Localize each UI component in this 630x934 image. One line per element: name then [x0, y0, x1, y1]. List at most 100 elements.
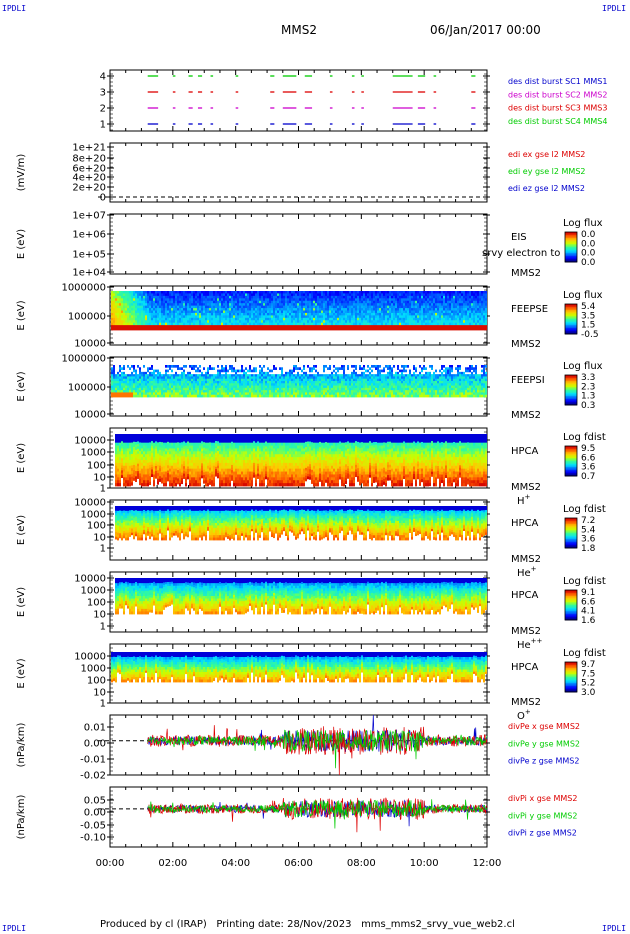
spectrogram-cell [439, 327, 441, 331]
spectrogram-cell [177, 365, 179, 368]
spectrogram-cell [193, 392, 195, 396]
spectrogram-cell [265, 385, 267, 389]
spectrogram-cell [385, 320, 387, 324]
spectrogram-cell [359, 325, 361, 328]
spectrogram-cell [271, 325, 273, 328]
spectrogram-cell [159, 308, 161, 311]
spectrogram-cell [211, 291, 213, 294]
spectrogram-cell [137, 390, 139, 393]
spectrogram-cell [325, 383, 327, 386]
spectrogram-cell [311, 317, 313, 321]
spectrogram-cell [231, 394, 233, 398]
spectrogram-cell [143, 315, 145, 319]
spectrogram-cell [427, 325, 429, 328]
spectrogram-cell [307, 381, 309, 384]
spectrogram-cell [459, 312, 461, 316]
spectrogram-cell [447, 310, 449, 314]
spectrogram-cell [347, 317, 349, 321]
spectrogram-cell [169, 298, 171, 302]
spectrogram-cell [381, 320, 383, 324]
spectrogram-cell [271, 378, 273, 382]
spectrogram-cell [205, 320, 207, 324]
spectrogram-cell [149, 376, 151, 380]
spectrogram-cell [165, 291, 167, 294]
spectrogram-cell [319, 387, 321, 391]
spectrogram-cell [113, 308, 115, 311]
spectrogram-cell [189, 312, 191, 316]
spectrogram-cell [265, 378, 267, 382]
spectrogram-cell [325, 376, 327, 380]
spectrogram-cell [249, 387, 251, 391]
spectrogram-cell [133, 394, 135, 398]
spectrogram-cell [263, 293, 265, 297]
spectrogram-cell [283, 374, 285, 377]
spectrogram-cell [205, 392, 207, 396]
spectrogram-cell [459, 308, 461, 311]
spectrogram-cell [131, 385, 133, 389]
spectrogram-cell [265, 317, 267, 321]
spectrogram-cell [281, 300, 283, 304]
spectrogram-cell [127, 293, 129, 297]
spectrogram-cell [423, 295, 425, 299]
spectrogram-cell [363, 293, 365, 297]
spectrogram-cell [313, 378, 315, 382]
spectrogram-cell [237, 298, 239, 302]
spectrogram-cell [111, 369, 113, 373]
spectrogram-cell [155, 392, 157, 396]
spectrogram-cell [379, 298, 381, 302]
spectrogram-cell [369, 293, 371, 297]
spectrogram-cell [155, 315, 157, 319]
spectrogram-cell [465, 315, 467, 319]
spectrogram-cell [251, 315, 253, 319]
spectrogram-cell [233, 322, 235, 326]
y-tick-label: 8e+20 [72, 154, 106, 165]
spectrogram-cell [349, 327, 351, 331]
spectrogram-cell [183, 322, 185, 326]
spectrogram-cell [263, 365, 265, 368]
spectrogram-cell [307, 390, 309, 393]
spectrogram-cell [197, 317, 199, 321]
spectrogram-cell [431, 325, 433, 328]
spectrogram-cell [411, 295, 413, 299]
spectrogram-cell [483, 305, 485, 309]
spectrogram-cell [161, 390, 163, 393]
spectrogram-cell [399, 300, 401, 304]
spectrogram-cell [337, 385, 339, 389]
spectrogram-cell [325, 327, 327, 331]
colorbar-cell [565, 311, 577, 314]
spectrogram-cell [145, 291, 147, 294]
spectrogram-cell [451, 320, 453, 324]
spectrogram-cell [449, 317, 451, 321]
spectrogram-cell [207, 383, 209, 386]
spectrogram-cell [431, 303, 433, 307]
spectrogram-cell [147, 312, 149, 316]
spectrogram-cell [357, 295, 359, 299]
spectrogram-cell [221, 322, 223, 326]
spectrogram-cell [121, 298, 123, 302]
spectrogram-cell [383, 308, 385, 311]
y-axis-label: E (eV) [16, 300, 27, 330]
spectrogram-cell [345, 310, 347, 314]
spectrogram-cell [437, 322, 439, 326]
spectrogram-cell [279, 392, 281, 396]
spectrogram-cell [119, 327, 121, 331]
spectrogram-cell [269, 392, 271, 396]
spectrogram-cell [233, 367, 235, 370]
spectrogram-cell [181, 392, 183, 396]
spectrogram-cell [133, 381, 135, 384]
spectrogram-cell [201, 298, 203, 302]
spectrogram-cell [119, 325, 121, 328]
spectrogram-cell [375, 310, 377, 314]
spectrogram-cell [153, 305, 155, 309]
spectrogram-cell [217, 293, 219, 297]
spectrogram-cell [213, 392, 215, 396]
spectrogram-cell [351, 322, 353, 326]
spectrogram-cell [481, 291, 483, 294]
spectrogram-cell [143, 378, 145, 382]
spectrogram-cell [165, 325, 167, 328]
spectrogram-cell [339, 320, 341, 324]
spectrogram-cell [139, 387, 141, 391]
spectrogram-cell [147, 325, 149, 328]
spectrogram-cell [277, 376, 279, 380]
spectrogram-cell [243, 293, 245, 297]
